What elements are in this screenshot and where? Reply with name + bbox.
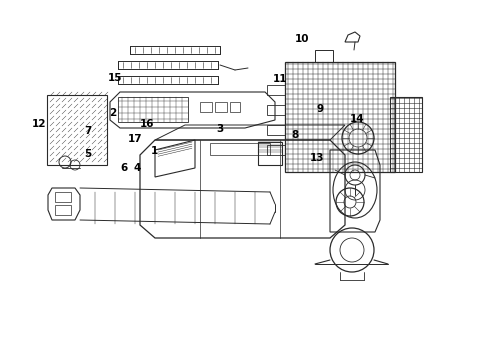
Bar <box>230 102 240 112</box>
Text: 3: 3 <box>217 124 223 134</box>
Text: 5: 5 <box>84 149 91 159</box>
Text: 4: 4 <box>134 162 141 172</box>
Text: 11: 11 <box>273 74 287 84</box>
Text: 12: 12 <box>32 119 46 129</box>
Bar <box>210 143 270 155</box>
Text: 1: 1 <box>150 146 158 156</box>
Text: 13: 13 <box>310 153 325 162</box>
Bar <box>55 205 71 215</box>
Text: 15: 15 <box>108 72 122 82</box>
Bar <box>47 95 107 165</box>
Text: 17: 17 <box>128 134 142 144</box>
Text: 7: 7 <box>84 126 91 136</box>
Bar <box>390 97 422 172</box>
Text: 14: 14 <box>350 114 365 124</box>
Bar <box>315 50 333 62</box>
Text: 6: 6 <box>121 162 127 172</box>
Bar <box>267 125 285 135</box>
Bar <box>118 97 188 122</box>
Text: 9: 9 <box>317 104 323 114</box>
Bar <box>118 76 218 84</box>
Bar <box>55 192 71 202</box>
Bar <box>267 145 285 155</box>
Bar <box>267 105 285 115</box>
Text: 10: 10 <box>295 34 310 44</box>
Bar <box>215 102 227 112</box>
Text: 8: 8 <box>292 130 298 140</box>
Text: 16: 16 <box>140 119 155 129</box>
Text: 2: 2 <box>109 108 116 118</box>
Bar <box>130 46 220 54</box>
Bar <box>200 102 212 112</box>
Bar <box>118 61 218 69</box>
Bar <box>285 62 395 172</box>
Bar <box>267 85 285 95</box>
